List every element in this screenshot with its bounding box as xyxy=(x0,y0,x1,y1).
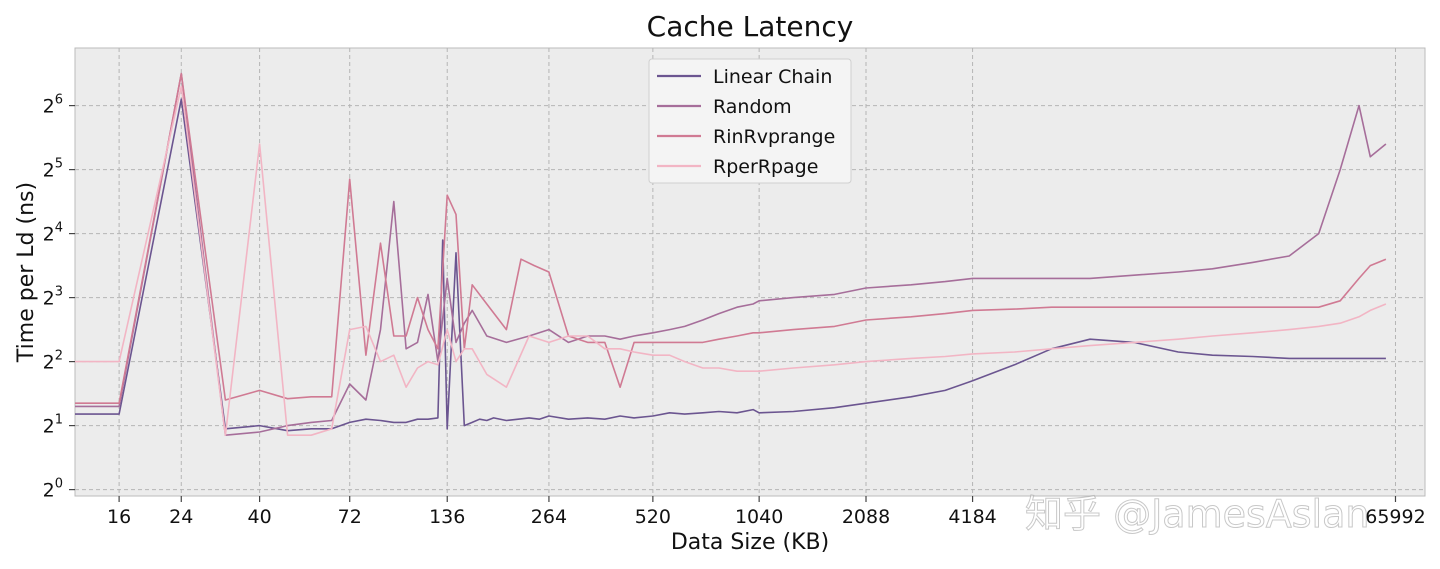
x-axis-label: Data Size (KB) xyxy=(671,530,829,555)
series-line-random xyxy=(75,72,1387,436)
grid-layer xyxy=(75,48,1425,496)
series-line-rperrpage xyxy=(75,85,1387,436)
x-tick-label: 1040 xyxy=(735,506,783,528)
y-axis-label: Time per Ld (ns) xyxy=(14,182,39,363)
x-tick-label: 4184 xyxy=(948,506,996,528)
legend: Linear Chain Random RinRvprange RperRpage xyxy=(648,58,852,184)
series-layer xyxy=(75,72,1387,436)
x-tick-label: 65992 xyxy=(1365,506,1425,528)
tick-layer: 16 24 40 72 136 264 520 1040 2088 4184 65992 20 21 22… xyxy=(43,93,1426,528)
legend-box xyxy=(648,58,852,184)
watermark: 知乎 @JamesAslan xyxy=(1025,492,1370,536)
y-tick-label: 25 xyxy=(43,157,63,182)
x-tick-label: 72 xyxy=(338,506,362,528)
legend-label: RperRpage xyxy=(713,156,818,178)
y-tick-label: 26 xyxy=(43,93,63,118)
x-tick-label: 264 xyxy=(531,506,567,528)
x-tick-label: 24 xyxy=(169,506,193,528)
x-tick-label: 520 xyxy=(635,506,671,528)
series-line-rinrvprange xyxy=(75,72,1387,404)
y-tick-label: 24 xyxy=(43,221,63,246)
legend-label: RinRvprange xyxy=(713,126,835,148)
chart-title: Cache Latency xyxy=(647,10,854,43)
y-tick-label: 23 xyxy=(43,285,63,310)
x-tick-label: 2088 xyxy=(842,506,890,528)
y-tick-label: 21 xyxy=(43,413,63,438)
x-tick-label: 136 xyxy=(429,506,465,528)
x-tick-label: 16 xyxy=(107,506,131,528)
legend-label: Linear Chain xyxy=(713,66,832,88)
y-tick-label: 22 xyxy=(43,349,63,374)
legend-label: Random xyxy=(713,96,792,118)
y-tick-label: 20 xyxy=(43,477,63,502)
x-tick-label: 40 xyxy=(248,506,272,528)
series-line-linear-chain xyxy=(75,98,1386,432)
